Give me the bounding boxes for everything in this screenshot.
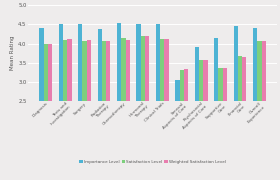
Bar xyxy=(67,39,72,180)
Bar xyxy=(257,41,262,180)
Bar xyxy=(234,26,238,180)
Bar xyxy=(136,24,141,180)
Bar xyxy=(98,29,102,180)
Bar xyxy=(238,56,242,180)
Bar xyxy=(242,57,246,180)
Legend: Importance Level, Satisfaction Level, Weighted Satisfaction Level: Importance Level, Satisfaction Level, We… xyxy=(78,158,228,166)
Bar xyxy=(102,41,106,180)
Bar xyxy=(179,69,184,180)
Bar xyxy=(141,36,145,180)
Bar xyxy=(126,40,130,180)
Bar xyxy=(184,69,188,180)
Bar xyxy=(87,40,91,180)
Bar xyxy=(199,60,203,180)
Bar xyxy=(156,24,160,180)
Bar xyxy=(145,36,149,180)
Bar xyxy=(218,68,223,180)
Bar xyxy=(253,28,257,180)
Y-axis label: Mean Rating: Mean Rating xyxy=(10,36,15,70)
Bar xyxy=(59,24,63,180)
Bar xyxy=(48,44,52,180)
Bar xyxy=(262,40,266,180)
Bar xyxy=(195,47,199,180)
Bar xyxy=(106,40,110,180)
Bar xyxy=(160,39,164,180)
Bar xyxy=(117,22,121,180)
Bar xyxy=(121,38,126,180)
Bar xyxy=(175,80,179,180)
Bar xyxy=(223,68,227,180)
Bar xyxy=(39,28,44,180)
Bar xyxy=(44,44,48,180)
Bar xyxy=(203,60,207,180)
Bar xyxy=(78,24,83,180)
Bar xyxy=(214,38,218,180)
Bar xyxy=(63,40,67,180)
Bar xyxy=(83,40,87,180)
Bar xyxy=(164,39,169,180)
